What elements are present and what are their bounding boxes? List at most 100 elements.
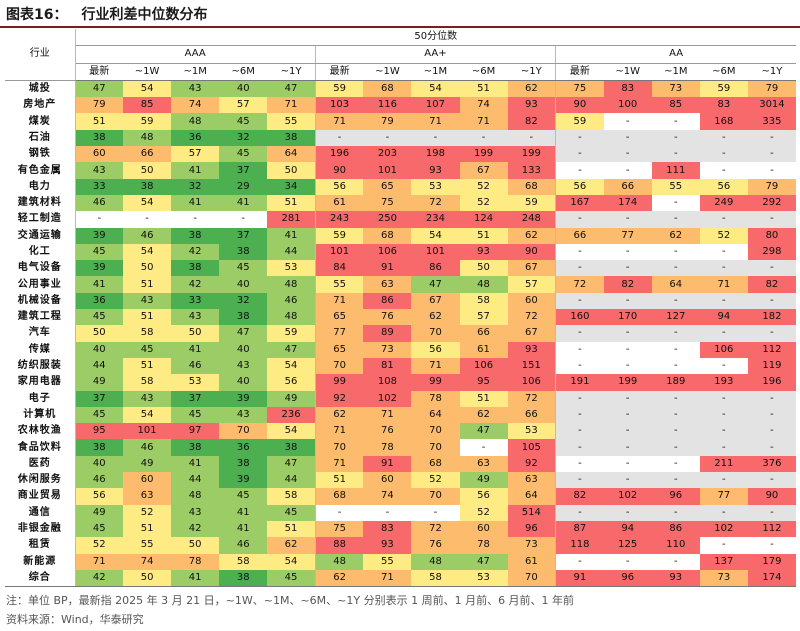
spread-cell: 37 — [219, 227, 268, 244]
spread-cell: 52 — [699, 227, 748, 244]
subcolumn-header-row: 最新 ~1W ~1M ~6M ~1Y 最新 ~1W ~1M ~6M ~1Y 最新 ~1W ~1M ~6M ~… — [5, 63, 796, 81]
industry-name: 化工 — [5, 243, 76, 261]
spread-cell: 53 — [267, 260, 316, 277]
spread-cell: 74 — [363, 488, 412, 505]
subcolumn-header: ~6M — [699, 63, 748, 81]
spread-cell: 47 — [75, 80, 124, 98]
spread-cell: 82 — [603, 276, 652, 293]
spread-cell: 51 — [459, 390, 508, 407]
spread-cell: - — [747, 406, 796, 424]
spread-cell: 94 — [699, 309, 748, 326]
spread-cell: - — [699, 162, 748, 179]
spread-cell: 33 — [171, 292, 220, 310]
subcolumn-header: ~6M — [219, 63, 268, 81]
spread-cell: 65 — [363, 178, 412, 195]
spread-cell: 54 — [267, 423, 316, 440]
spread-cell: 56 — [411, 341, 460, 358]
spread-cell: 70 — [411, 439, 460, 456]
spread-cell: 196 — [314, 146, 364, 163]
spread-cell: - — [651, 194, 700, 212]
spread-cell: 50 — [123, 162, 172, 179]
spread-cell: 54 — [123, 243, 172, 261]
spread-cell: 43 — [123, 390, 172, 407]
spread-cell: 42 — [171, 276, 220, 293]
spread-cell: 50 — [123, 569, 172, 588]
spread-cell: 43 — [171, 504, 220, 521]
spread-cell: 44 — [267, 472, 316, 489]
spread-cell: - — [555, 439, 604, 456]
industry-name: 纺织服装 — [5, 357, 76, 375]
industry-name: 交通运输 — [5, 227, 76, 244]
table-body: 城投 47 54 43 40 47 59 68 54 51 62 75 83 73 59 79 房地产 79 85 7… — [5, 80, 796, 588]
spread-cell: 70 — [507, 569, 556, 588]
table-row: 通信 49 52 43 41 45- - -52 514- - - - - — [5, 504, 796, 521]
spread-cell: 49 — [75, 504, 124, 521]
spread-cell: 73 — [699, 569, 748, 588]
spread-cell: 250 — [363, 211, 412, 228]
spread-cell: 55 — [123, 537, 172, 554]
spread-cell: 47 — [459, 553, 508, 570]
subcolumn-header: ~1M — [171, 63, 220, 81]
spread-cell: 86 — [411, 260, 460, 277]
spread-cell: 160 — [555, 309, 604, 326]
spread-cell: 48 — [267, 276, 316, 293]
spread-cell: 59 — [507, 194, 556, 212]
spread-cell: - — [603, 455, 652, 473]
industry-name: 农林牧渔 — [5, 423, 76, 440]
spread-cell: - — [555, 455, 604, 473]
table-row: 轻工制造 - - - -281 243 250 234 124 248- - - - - — [5, 211, 796, 228]
industry-name: 房地产 — [5, 97, 76, 114]
spread-cell: 116 — [363, 97, 412, 114]
subcolumn-header: 最新 — [75, 63, 124, 81]
spread-cell: 243 — [314, 211, 364, 228]
spread-cell: 51 — [314, 472, 364, 489]
table-row: 交通运输 39 46 38 37 41 59 68 54 51 62 66 77 62 52 80 — [5, 227, 796, 244]
spread-cell: 90 — [747, 488, 796, 505]
spread-cell: 72 — [507, 390, 556, 407]
spread-cell: 182 — [747, 309, 796, 326]
table-row: 石油 38 48 36 32 38- - - - - - - - - - — [5, 129, 796, 147]
spread-cell: 42 — [171, 520, 220, 538]
spread-cell: - — [747, 504, 796, 521]
spread-cell: 64 — [411, 406, 460, 424]
spread-cell: - — [555, 472, 604, 489]
spread-cell: 55 — [363, 553, 412, 570]
spread-cell: 101 — [411, 243, 460, 261]
spread-cell: - — [699, 406, 748, 424]
spread-cell: 55 — [314, 276, 364, 293]
spread-cell: 85 — [123, 97, 172, 114]
spread-cell: 44 — [171, 472, 220, 489]
spread-cell: 72 — [411, 194, 460, 212]
spread-cell: 36 — [219, 439, 268, 456]
table-row: 纺织服装 44 51 46 43 54 70 81 71 106 151- - - -119 — [5, 357, 796, 375]
spread-cell: - — [555, 325, 604, 342]
spread-cell: 38 — [267, 439, 316, 456]
spread-cell: 79 — [363, 113, 412, 130]
spread-cell: 79 — [75, 97, 124, 114]
spread-cell: - — [555, 553, 604, 570]
spread-cell: 37 — [75, 390, 124, 407]
spread-cell: 38 — [219, 243, 268, 261]
subcolumn-header: ~1Y — [267, 63, 316, 81]
spread-cell: - — [603, 211, 652, 228]
spread-cell: 102 — [699, 520, 748, 538]
spread-cell: 89 — [363, 325, 412, 342]
figure-label: 图表16： — [6, 7, 68, 23]
spread-cell: - — [651, 243, 700, 261]
spread-cell: 51 — [459, 80, 508, 98]
spread-cell: 53 — [171, 374, 220, 391]
spread-cell: 118 — [555, 537, 604, 554]
spread-cell: 55 — [267, 113, 316, 130]
spread-cell: 47 — [459, 423, 508, 440]
spread-cell: 71 — [699, 276, 748, 293]
spread-cell: 70 — [411, 423, 460, 440]
spread-cell: 193 — [699, 374, 748, 391]
spread-cell: 41 — [171, 194, 220, 212]
spread-cell: 47 — [411, 276, 460, 293]
spread-cell: 70 — [314, 439, 364, 456]
spread-cell: 56 — [75, 488, 124, 505]
spread-cell: 99 — [411, 374, 460, 391]
spread-cell: 196 — [747, 374, 796, 391]
spread-cell: 90 — [555, 97, 604, 114]
spread-cell: 40 — [219, 341, 268, 358]
